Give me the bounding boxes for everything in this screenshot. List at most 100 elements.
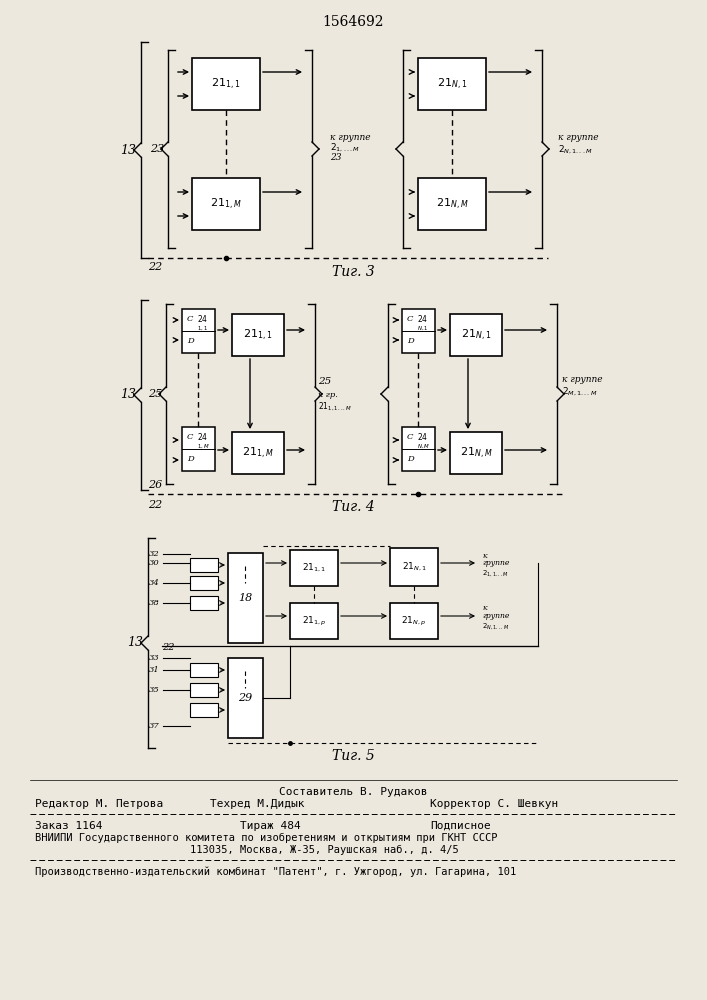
Text: 34: 34 [149,579,160,587]
Text: Тираж 484: Тираж 484 [240,821,300,831]
Bar [190,663,218,677]
Bar [390,548,438,586]
Text: 35: 35 [149,686,160,694]
Text: 30: 30 [149,559,160,567]
Text: 22: 22 [148,262,162,272]
Text: 29: 29 [238,693,252,703]
Text: 18: 18 [238,593,252,603]
Bar [232,432,284,474]
Text: Корректор С. Шевкун: Корректор С. Шевкун [430,799,559,809]
Text: 25: 25 [318,377,332,386]
Bar [390,603,438,639]
Bar [402,427,435,471]
Bar [290,550,338,586]
Text: $2_{1,1...M}$: $2_{1,1...M}$ [482,568,509,578]
Text: Τиг. 3: Τиг. 3 [332,265,375,279]
Text: Техред М.Дидык: Техред М.Дидык [210,799,305,809]
Text: $21_{N,1}$: $21_{N,1}$ [402,561,426,573]
Text: 13: 13 [120,388,136,401]
Text: 37: 37 [149,722,160,730]
Text: $21_{1,p}$: $21_{1,p}$ [302,614,326,628]
Text: $21_{N,M}$: $21_{N,M}$ [436,196,468,212]
Bar [190,703,218,717]
Text: C: C [407,315,414,323]
Text: 23: 23 [330,153,341,162]
Text: $21_{1,1}$: $21_{1,1}$ [302,562,326,574]
Text: $2_{1,...M}$: $2_{1,...M}$ [330,142,360,154]
Text: $_{N,M}$: $_{N,M}$ [417,443,431,451]
Text: 113035, Москва, Ж-35, Раушская наб., д. 4/5: 113035, Москва, Ж-35, Раушская наб., д. … [190,845,459,855]
Text: $2_{N,1...M}$: $2_{N,1...M}$ [482,621,510,631]
Text: 23: 23 [150,144,164,154]
Bar [190,576,218,590]
Text: $21_{N,M}$: $21_{N,M}$ [460,445,492,461]
Text: к группе: к группе [558,133,599,142]
Text: $24$: $24$ [197,312,209,324]
Text: 1564692: 1564692 [322,15,384,29]
Text: Производственно-издательский комбинат "Патент", г. Ужгород, ул. Гагарина, 101: Производственно-издательский комбинат "П… [35,867,516,877]
Text: C: C [407,433,414,441]
Text: 31: 31 [149,666,160,674]
Text: 13: 13 [127,637,143,650]
Text: $21_{1,1}$: $21_{1,1}$ [243,327,273,343]
Text: 22: 22 [162,644,175,652]
Text: $2_{N,1...M}$: $2_{N,1...M}$ [558,144,592,156]
Text: D: D [407,455,414,463]
Text: $_{1,M}$: $_{1,M}$ [197,443,210,451]
Text: 38: 38 [149,599,160,607]
Bar [190,683,218,697]
Text: Подписное: Подписное [430,821,491,831]
Text: 25: 25 [148,389,162,399]
Bar [402,309,435,353]
Text: Τиг. 4: Τиг. 4 [332,500,375,514]
Text: $21_{1,1...M}$: $21_{1,1...M}$ [318,401,352,413]
Text: $21_{1,M}$: $21_{1,M}$ [210,196,242,212]
Bar [182,309,215,353]
Bar [232,314,284,356]
Text: D: D [187,337,194,345]
Text: Заказ 1164: Заказ 1164 [35,821,103,831]
Text: $24$: $24$ [197,430,209,442]
Bar [190,596,218,610]
Text: к группе: к группе [562,375,602,384]
Text: 33: 33 [149,654,160,662]
Bar [450,432,502,474]
Bar [192,178,260,230]
Bar [192,58,260,110]
Text: $_{1,1}$: $_{1,1}$ [197,325,208,333]
Text: D: D [187,455,194,463]
Text: 22: 22 [148,500,162,510]
Text: к: к [482,552,486,560]
Text: C: C [187,433,194,441]
Text: $21_{N,p}$: $21_{N,p}$ [402,614,426,628]
Bar [228,553,263,643]
Text: $21_{1,1}$: $21_{1,1}$ [211,76,240,92]
Text: к группе: к группе [330,133,370,142]
Text: $24$: $24$ [417,430,428,442]
Bar [450,314,502,356]
Text: $2_{M,1...M}$: $2_{M,1...M}$ [562,386,597,398]
Bar [290,603,338,639]
Text: Составитель В. Рудаков: Составитель В. Рудаков [279,787,427,797]
Text: группе: группе [482,559,509,567]
Text: C: C [187,315,194,323]
Text: D: D [407,337,414,345]
Text: $24$: $24$ [417,312,428,324]
Text: $21_{1,M}$: $21_{1,M}$ [243,445,274,461]
Text: Редактор М. Петрова: Редактор М. Петрова [35,799,163,809]
Bar [182,427,215,471]
Bar [228,658,263,738]
Text: 26: 26 [148,480,162,490]
Bar [418,178,486,230]
Text: $_{N,1}$: $_{N,1}$ [417,325,428,333]
Text: ВНИИПИ Государственного комитета по изобретениям и открытиям при ГКНТ СССР: ВНИИПИ Государственного комитета по изоб… [35,833,498,843]
Text: 32: 32 [149,550,160,558]
Bar [190,558,218,572]
Bar [418,58,486,110]
Text: к гр.: к гр. [318,391,338,399]
Text: $21_{N,1}$: $21_{N,1}$ [437,76,467,92]
Text: группе: группе [482,612,509,620]
Text: к: к [482,604,486,612]
Text: $21_{N,1}$: $21_{N,1}$ [461,327,491,343]
Text: Τиг. 5: Τиг. 5 [332,749,375,763]
